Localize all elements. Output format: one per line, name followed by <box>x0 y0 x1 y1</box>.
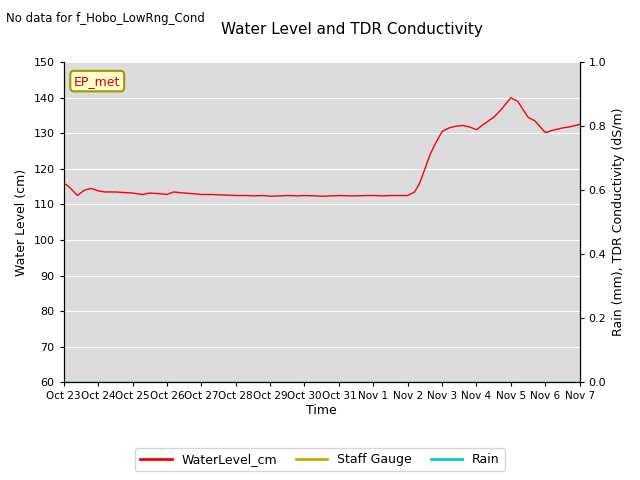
Legend: WaterLevel_cm, Staff Gauge, Rain: WaterLevel_cm, Staff Gauge, Rain <box>136 448 504 471</box>
Text: EP_met: EP_met <box>74 74 120 87</box>
Y-axis label: Water Level (cm): Water Level (cm) <box>15 168 28 276</box>
Y-axis label: Rain (mm), TDR Conductivity (dS/m): Rain (mm), TDR Conductivity (dS/m) <box>612 108 625 336</box>
Text: No data for f_Hobo_LowRng_Cond: No data for f_Hobo_LowRng_Cond <box>6 12 205 25</box>
X-axis label: Time: Time <box>307 404 337 417</box>
Text: Water Level and TDR Conductivity: Water Level and TDR Conductivity <box>221 22 483 36</box>
